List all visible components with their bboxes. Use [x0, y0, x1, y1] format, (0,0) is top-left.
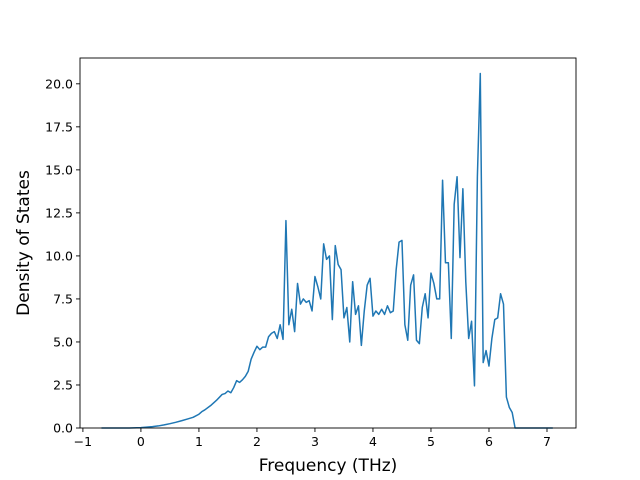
- y-tick-label: 2.5: [53, 377, 73, 392]
- y-tick-label: 17.5: [45, 119, 73, 134]
- dos-series-line: [101, 72, 553, 429]
- x-tick-label: 3: [311, 434, 319, 449]
- x-tick-label: −1: [74, 434, 92, 449]
- y-tick-label: 10.0: [45, 248, 73, 263]
- y-tick-label: 20.0: [45, 76, 73, 91]
- y-tick-label: 0.0: [53, 421, 73, 436]
- x-tick-label: 6: [485, 434, 493, 449]
- plot-frame: [79, 57, 577, 429]
- x-tick-label: 1: [195, 434, 203, 449]
- y-axis-label: Density of States: [14, 170, 34, 316]
- y-axis-ticks: 0.0 2.5 5.0 7.5 10.0 12.5 15.0 17.5 20.0: [45, 76, 80, 436]
- x-tick-label: 0: [137, 434, 145, 449]
- x-tick-label: 5: [427, 434, 435, 449]
- y-tick-label: 7.5: [53, 291, 73, 306]
- x-axis-label: Frequency (THz): [259, 456, 398, 476]
- y-tick-label: 5.0: [53, 334, 73, 349]
- plot-background: [80, 58, 576, 428]
- x-axis-ticks: −1 0 1 2 3 4 5 6 7: [74, 428, 551, 449]
- x-tick-label: 2: [253, 434, 261, 449]
- y-tick-label: 12.5: [45, 205, 73, 220]
- y-tick-label: 15.0: [45, 162, 73, 177]
- x-tick-label: 7: [543, 434, 551, 449]
- x-tick-label: 4: [369, 434, 377, 449]
